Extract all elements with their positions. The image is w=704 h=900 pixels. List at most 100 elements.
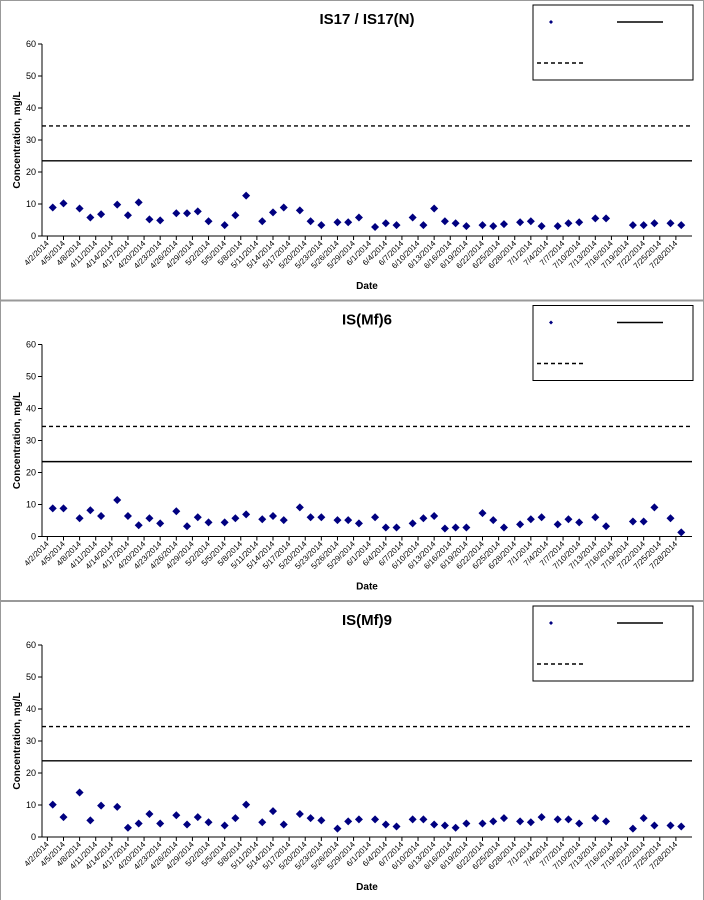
data-point xyxy=(451,523,460,532)
legend xyxy=(532,305,694,381)
data-point xyxy=(371,223,380,232)
data-point xyxy=(553,815,562,824)
data-point xyxy=(97,210,106,219)
data-point xyxy=(333,218,342,227)
y-tick-label: 10 xyxy=(26,800,36,810)
data-point xyxy=(516,817,525,826)
data-point xyxy=(306,513,315,522)
data-point xyxy=(537,222,546,231)
data-point xyxy=(220,518,229,527)
data-point xyxy=(231,814,240,823)
y-tick-label: 10 xyxy=(26,199,36,209)
data-point xyxy=(650,503,659,512)
y-axis-title: Concentration, mg/L xyxy=(12,692,23,789)
data-point xyxy=(354,815,363,824)
data-point xyxy=(134,819,143,828)
data-point xyxy=(408,815,417,824)
data-point xyxy=(48,504,57,513)
data-point xyxy=(489,222,498,231)
data-point xyxy=(553,520,562,529)
data-point xyxy=(145,215,154,224)
data-point xyxy=(499,220,508,229)
data-point xyxy=(537,513,546,522)
data-point xyxy=(242,191,251,200)
data-point xyxy=(86,816,95,825)
data-point xyxy=(123,211,132,220)
data-point xyxy=(279,516,288,525)
data-point xyxy=(204,818,213,827)
data-point xyxy=(193,813,202,822)
data-point xyxy=(75,788,84,797)
data-point xyxy=(333,516,342,525)
y-tick-label: 20 xyxy=(26,768,36,778)
data-point xyxy=(86,506,95,515)
data-point xyxy=(113,200,122,209)
data-point xyxy=(295,809,304,818)
data-point xyxy=(591,214,600,223)
legend xyxy=(532,605,694,682)
chart-title: IS(Mf)9 xyxy=(342,612,392,629)
data-point xyxy=(392,221,401,230)
data-point xyxy=(478,509,487,518)
data-point xyxy=(602,214,611,223)
data-point xyxy=(430,820,439,829)
data-point xyxy=(639,221,648,230)
y-axis-title: Concentration, mg/L xyxy=(12,392,23,489)
data-point xyxy=(666,219,675,228)
data-point xyxy=(489,516,498,525)
data-point xyxy=(478,221,487,230)
data-point xyxy=(666,821,675,830)
y-tick-label: 40 xyxy=(26,704,36,714)
data-point xyxy=(183,522,192,531)
data-point xyxy=(231,514,240,523)
data-point xyxy=(59,199,68,208)
data-point xyxy=(145,809,154,818)
data-point xyxy=(575,819,584,828)
data-point xyxy=(193,513,202,522)
y-tick-label: 40 xyxy=(26,103,36,113)
data-point xyxy=(156,216,165,225)
data-point xyxy=(462,819,471,828)
data-point xyxy=(451,823,460,832)
data-point xyxy=(258,217,267,226)
data-point xyxy=(317,221,326,230)
data-point xyxy=(242,800,251,809)
y-tick-label: 60 xyxy=(26,340,36,350)
data-point xyxy=(317,816,326,825)
y-tick-label: 30 xyxy=(26,736,36,746)
data-point xyxy=(344,817,353,826)
y-tick-label: 20 xyxy=(26,167,36,177)
y-tick-label: 60 xyxy=(26,39,36,49)
data-point xyxy=(516,218,525,227)
data-point xyxy=(59,504,68,513)
data-point xyxy=(344,516,353,525)
data-point xyxy=(183,209,192,218)
data-point xyxy=(408,519,417,528)
data-point xyxy=(295,503,304,512)
data-point xyxy=(666,514,675,523)
data-point xyxy=(526,818,535,827)
data-point xyxy=(451,219,460,228)
data-point xyxy=(204,518,213,527)
y-tick-label: 50 xyxy=(26,672,36,682)
data-point xyxy=(381,523,390,532)
data-point xyxy=(419,815,428,824)
y-tick-label: 10 xyxy=(26,500,36,510)
chart-panel: IS(Mf)9 Concentration, mg/L Date 0 10 20 30 40 5… xyxy=(0,601,704,900)
data-point xyxy=(499,523,508,532)
x-axis-title: Date xyxy=(356,281,378,292)
y-tick-label: 0 xyxy=(31,832,36,842)
data-point xyxy=(306,217,315,226)
data-point xyxy=(392,822,401,831)
data-point xyxy=(75,514,84,523)
data-point xyxy=(268,807,277,816)
data-point xyxy=(258,818,267,827)
y-tick-label: 0 xyxy=(31,532,36,542)
data-point xyxy=(48,800,57,809)
data-point xyxy=(344,218,353,227)
data-point xyxy=(440,217,449,226)
y-tick-label: 20 xyxy=(26,468,36,478)
data-point xyxy=(430,512,439,521)
data-point xyxy=(591,814,600,823)
data-point xyxy=(113,496,122,505)
